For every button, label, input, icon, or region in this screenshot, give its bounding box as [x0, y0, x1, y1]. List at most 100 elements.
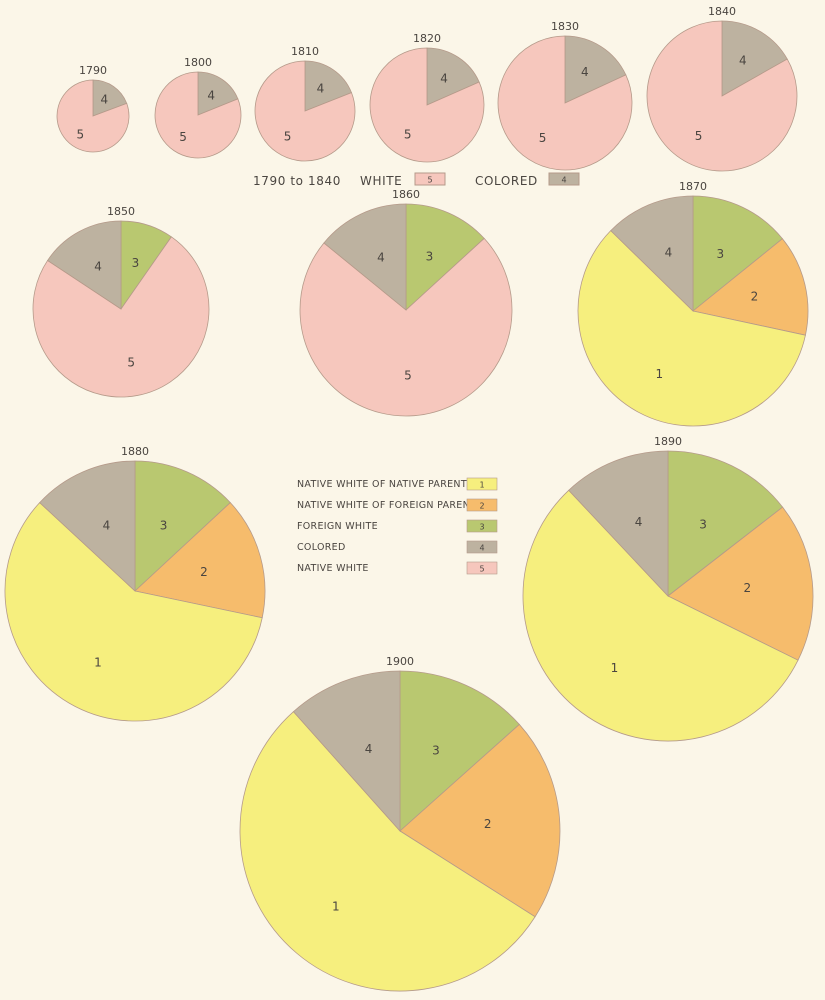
pie-1900-slice-4-label: 4 — [365, 742, 373, 756]
upper-legend-white-swatch — [414, 172, 446, 186]
legend-label-native-white: NATIVE WHITE — [297, 563, 369, 574]
pie-1800: 4 5 1800 — [154, 56, 242, 159]
pie-1860-slice-3-label: 3 — [426, 250, 434, 264]
pie-1790-slice-5-label: 5 — [76, 127, 84, 141]
pie-1900-slice-1-label: 1 — [332, 900, 340, 914]
pie-1820-slice-4 — [426, 47, 480, 106]
pie-1790-slice-5 — [56, 79, 130, 153]
pie-1830-slice-5 — [497, 35, 633, 171]
pie-1850-slice-4-label: 4 — [94, 259, 102, 273]
pie-1870: 3 2 1 4 1870 — [577, 180, 809, 427]
pie-1840: 4 5 1840 — [646, 5, 798, 172]
pie-1870-year-label: 1870 — [679, 180, 707, 193]
pie-1860-slice-5 — [299, 237, 513, 417]
pie-1870-slice-1 — [577, 230, 806, 427]
legend-swatch-colored — [466, 540, 498, 554]
pie-1860-slice-3 — [405, 203, 485, 311]
pie-1810: 4 5 1810 — [254, 45, 356, 162]
pie-1830: 4 5 1830 — [497, 20, 633, 171]
pie-1800-slice-4-label: 4 — [207, 88, 215, 102]
legend-swatch-foreign-white — [466, 519, 498, 533]
pie-1900-slice-4 — [292, 670, 401, 833]
pie-1790-slice-4 — [92, 79, 128, 117]
legend-swatch-native-parents — [466, 477, 498, 491]
pie-1870-slice-1-label: 1 — [655, 367, 663, 381]
legend-key-colored: 4 — [479, 544, 484, 553]
pie-1830-slice-5-label: 5 — [539, 131, 547, 145]
pie-1790: 4 5 1790 — [56, 64, 130, 153]
pie-1820: 4 5 1820 — [369, 32, 485, 163]
pie-1900-slice-3 — [399, 670, 520, 832]
pie-1850-slice-4 — [47, 220, 122, 310]
pie-1880-slice-3-label: 3 — [160, 519, 168, 533]
pie-1800-slice-5-label: 5 — [179, 130, 187, 144]
pie-1890-slice-4-label: 4 — [635, 515, 643, 529]
pie-1900: 3 2 1 4 1900 — [239, 655, 561, 992]
pie-1830-year-label: 1830 — [551, 20, 579, 33]
pie-1840-slice-4 — [721, 20, 788, 97]
upper-legend-period: 1790 to 1840 — [253, 174, 341, 188]
legend-label-foreign-white: FOREIGN WHITE — [297, 521, 378, 532]
pie-1790-year-label: 1790 — [79, 64, 107, 77]
pie-1860-slice-4-label: 4 — [377, 250, 385, 264]
pie-1880-slice-1 — [4, 502, 263, 722]
pie-1890-slice-2 — [667, 506, 814, 661]
pie-1850-slice-5-label: 5 — [127, 356, 135, 370]
pie-1810-slice-4-label: 4 — [317, 81, 325, 95]
pie-1840-year-label: 1840 — [708, 5, 736, 18]
pie-1880-slice-4-label: 4 — [103, 519, 111, 533]
pie-1830-slice-4-label: 4 — [581, 65, 589, 79]
legend-label-colored: COLORED — [297, 542, 346, 553]
pie-1870-slice-2-label: 2 — [751, 289, 759, 303]
pie-1860: 3 5 4 1860 — [299, 188, 513, 417]
pie-1870-slice-4 — [610, 195, 694, 312]
pie-1830-slice-4 — [564, 35, 627, 104]
legend-swatch-foreign-parents — [466, 498, 498, 512]
pie-1900-slice-1 — [239, 711, 536, 992]
pie-1880-slice-4 — [39, 460, 136, 592]
legend-swatch-native-white — [466, 561, 498, 575]
pies-group: 4517904518004518104518204518304518403541… — [4, 5, 814, 992]
upper-legend-colored-swatch — [548, 172, 580, 186]
legend-key-native-parents: 1 — [479, 481, 484, 490]
legend-label-foreign-parents: NATIVE WHITE OF FOREIGN PARENTS — [297, 500, 482, 511]
pie-1890-slice-2-label: 2 — [743, 581, 751, 595]
upper-legend-white-label: WHITE — [360, 174, 402, 188]
pie-1860-slice-5-label: 5 — [404, 369, 412, 383]
pie-1890-slice-3-label: 3 — [699, 517, 707, 531]
legend-key-foreign-parents: 2 — [479, 502, 484, 511]
pie-1870-slice-2 — [692, 238, 809, 336]
upper-legend-white-key: 5 — [427, 176, 432, 185]
pie-1900-year-label: 1900 — [386, 655, 414, 668]
upper-legend: 1790 to 1840 WHITE 5 COLORED 4 — [253, 172, 580, 188]
pie-1880-slice-2-label: 2 — [200, 565, 208, 579]
pie-1800-slice-5 — [154, 71, 242, 159]
pie-1810-slice-4 — [304, 60, 353, 112]
pie-1890-slice-3 — [667, 450, 784, 597]
pie-1850-slice-3-label: 3 — [132, 256, 140, 270]
upper-legend-colored-label: COLORED — [475, 174, 538, 188]
pie-1870-slice-3-label: 3 — [716, 247, 724, 261]
pie-1890-slice-4 — [568, 450, 669, 598]
legend: NATIVE WHITE OF NATIVE PARENTS 1 NATIVE … — [297, 477, 498, 575]
pie-1860-year-label: 1860 — [392, 188, 420, 201]
legend-label-native-parents: NATIVE WHITE OF NATIVE PARENTS — [297, 479, 473, 490]
pie-1890-slice-1-label: 1 — [611, 661, 619, 675]
pie-1890: 3 2 1 4 1890 — [522, 435, 814, 742]
pie-1820-slice-5 — [369, 47, 485, 163]
pie-1900-slice-3-label: 3 — [432, 744, 440, 758]
pie-1800-slice-4 — [197, 71, 239, 116]
pie-1850: 3 5 4 1850 — [32, 205, 210, 398]
upper-legend-colored-key: 4 — [561, 176, 566, 185]
pie-1820-slice-4-label: 4 — [440, 72, 448, 86]
pie-1870-slice-4-label: 4 — [665, 246, 673, 260]
pie-1810-year-label: 1810 — [291, 45, 319, 58]
pie-1850-year-label: 1850 — [107, 205, 135, 218]
pie-1820-slice-5-label: 5 — [404, 128, 412, 142]
pie-1840-slice-5-label: 5 — [695, 129, 703, 143]
pie-1880-slice-3 — [134, 460, 231, 592]
pie-1800-year-label: 1800 — [184, 56, 212, 69]
pie-1880-slice-2 — [134, 502, 266, 619]
pie-1890-year-label: 1890 — [654, 435, 682, 448]
